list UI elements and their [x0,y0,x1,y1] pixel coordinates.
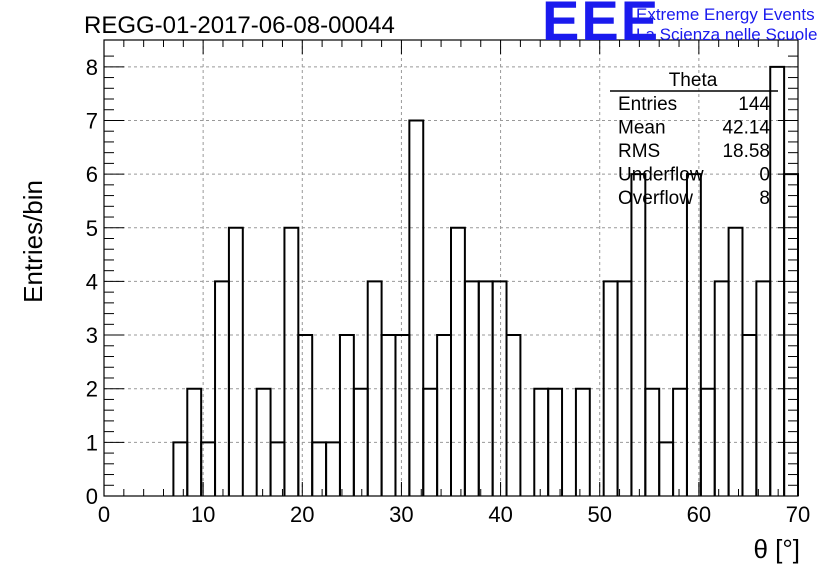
histogram-bin [505,334,522,496]
x-axis-title: θ [°] [753,534,800,564]
histogram-bin [380,334,397,496]
histogram-bin [574,387,591,496]
histogram-bin [352,387,369,496]
y-tick-label: 6 [86,162,98,187]
histogram-bin [547,387,564,496]
stats-value: 0 [759,165,770,186]
x-tick-label: 0 [98,502,110,527]
histogram-bin [325,441,341,496]
histogram-bin [311,441,328,496]
axis-ticks [103,40,799,497]
histogram-bin [436,334,452,496]
y-tick-label: 2 [86,377,98,402]
plot-frame [103,39,799,497]
stats-label: RMS [618,141,660,162]
y-tick-labels: 0 1 2 3 4 5 6 7 8 [86,55,98,509]
histogram-bin [741,334,758,496]
x-tick-label: 10 [191,502,215,527]
x-tick-label: 40 [488,502,512,527]
y-tick-label: 0 [86,484,98,509]
histogram-bin [685,173,702,496]
stats-box: Theta Entries 144 Mean 42.14 RMS 18.58 Underfl… [610,70,778,209]
histogram-bin [172,441,189,496]
histogram-bin [616,280,633,496]
x-tick-label: 70 [786,502,810,527]
stats-label: Mean [618,118,666,139]
y-tick-label: 8 [86,55,98,80]
y-tick-label: 3 [86,323,98,348]
histogram-bin [283,226,300,496]
histogram-bin [297,334,314,496]
x-tick-label: 20 [290,502,314,527]
histogram-bin [408,119,425,496]
x-tick-label: 60 [687,502,711,527]
y-tick-label: 1 [86,430,98,455]
y-tick-label: 4 [86,269,98,294]
stats-label: Underflow [618,165,704,186]
histogram-bin [727,226,744,496]
y-tick-label: 7 [86,108,98,133]
histogram-bin [227,226,244,496]
logo-line-2: La Scienza nelle Scuole [636,25,817,44]
stats-rows: Entries 144 Mean 42.14 RMS 18.58 Underflow 0 Ove… [618,94,770,209]
logo-line-1: Extreme Energy Events [636,5,815,24]
y-tick-label: 5 [86,216,98,241]
stats-value: 8 [759,188,770,209]
y-axis-title: Entries/bin [18,180,48,303]
histogram-bin [630,173,647,496]
x-tick-labels: 0 10 20 30 40 50 60 70 [98,502,810,527]
stats-label: Entries [618,94,677,115]
stats-value: 42.14 [722,118,770,139]
histogram-bin [269,441,286,496]
histogram-bin [450,226,466,496]
x-tick-label: 50 [587,502,611,527]
histogram-bars [172,65,799,496]
stats-label: Overflow [618,188,693,209]
histogram-bin [658,441,675,496]
x-tick-label: 30 [389,502,413,527]
histogram-bin [394,334,411,496]
stats-value: 18.58 [722,141,770,162]
eee-logo-mark: EEE [542,0,660,52]
stats-value: 144 [738,94,770,115]
chart-title: REGG-01-2017-06-08-00044 [84,12,395,39]
histogram-bin [338,334,355,496]
stats-title: Theta [669,70,718,91]
